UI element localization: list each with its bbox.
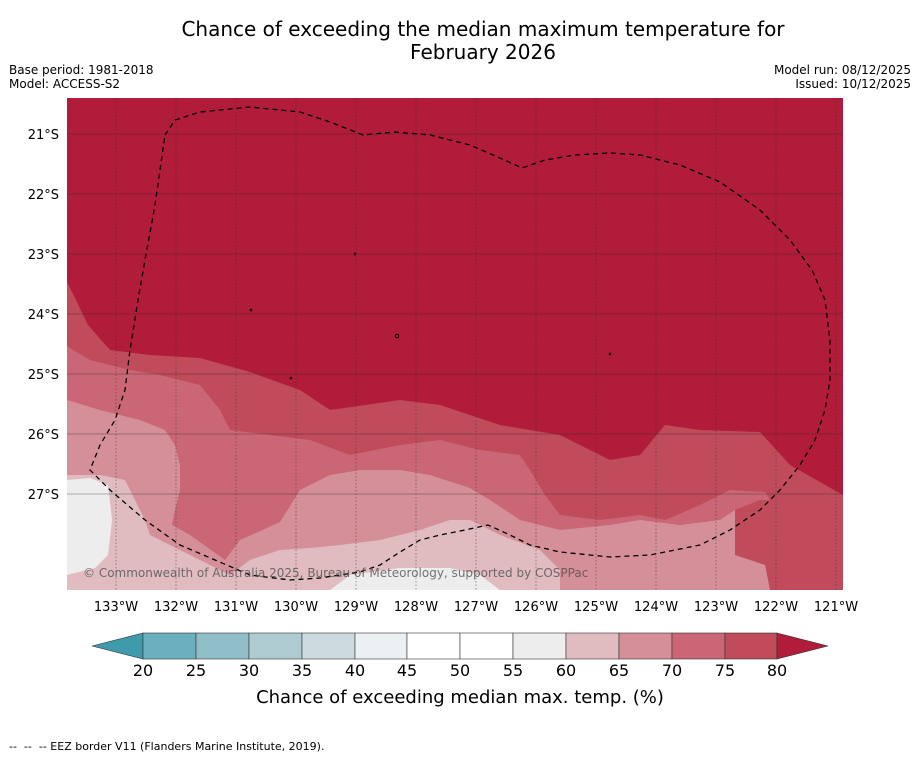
colorbar-25-30	[195, 632, 250, 660]
lat-label-24: 24°S	[28, 308, 59, 323]
lat-label-22: 22°S	[28, 188, 59, 203]
cb-tick-25: 25	[186, 661, 206, 680]
footer-note: -- -- -- EEZ border V11 (Flanders Marine…	[9, 740, 325, 753]
colorbar-30-35	[248, 632, 303, 660]
lat-label-26: 26°S	[28, 428, 59, 443]
lon-label-125: 125°W	[574, 600, 618, 615]
band-55-60	[67, 478, 112, 575]
lat-label-27: 27°S	[28, 488, 59, 503]
lon-label-128: 128°W	[394, 600, 438, 615]
colorbar-55-60	[512, 632, 567, 660]
base-period: Base period: 1981-2018	[9, 63, 154, 77]
colorbar-65-70	[618, 632, 673, 660]
copyright-text: © Commonwealth of Australia 2025, Bureau…	[83, 566, 588, 580]
cb-tick-30: 30	[239, 661, 259, 680]
colorbar	[91, 632, 829, 660]
colorbar-70-75	[671, 632, 726, 660]
cb-tick-75: 75	[715, 661, 735, 680]
colorbar-35-40	[301, 632, 356, 660]
cb-tick-55: 55	[503, 661, 523, 680]
lon-label-121: 121°W	[814, 600, 858, 615]
lon-label-123: 123°W	[694, 600, 738, 615]
lon-label-124: 124°W	[634, 600, 678, 615]
title-line-2: February 2026	[410, 40, 556, 64]
colorbar-45-50	[406, 632, 461, 660]
colorbar-20-25	[142, 632, 197, 660]
cb-tick-70: 70	[662, 661, 682, 680]
lon-label-131: 131°W	[214, 600, 258, 615]
lat-label-23: 23°S	[28, 248, 59, 263]
band-60-65	[67, 475, 560, 590]
colorbar-50-55	[459, 632, 514, 660]
cb-tick-35: 35	[292, 661, 312, 680]
colorbar-60-65	[565, 632, 620, 660]
model-run-date: Model run: 08/12/2025	[773, 63, 911, 77]
map-title: Chance of exceeding the median maximum t…	[0, 18, 919, 64]
cb-tick-40: 40	[345, 661, 365, 680]
lon-label-129: 129°W	[334, 600, 378, 615]
model-name: Model: ACCESS-S2	[9, 77, 121, 91]
lon-label-133: 133°W	[94, 600, 138, 615]
longitude-labels: 133°W 132°W 131°W 130°W 129°W 128°W 127°…	[94, 600, 858, 615]
band-65-70-inner	[340, 478, 470, 535]
lat-label-25: 25°S	[28, 368, 59, 383]
island-marks	[249, 252, 612, 380]
probability-map	[67, 98, 843, 590]
lon-label-122: 122°W	[754, 600, 798, 615]
cb-tick-80: 80	[767, 661, 787, 680]
lon-label-132: 132°W	[154, 600, 198, 615]
cb-tick-20: 20	[133, 661, 153, 680]
cb-tick-50: 50	[450, 661, 470, 680]
lon-label-130: 130°W	[274, 600, 318, 615]
colorbar-extend-high	[776, 632, 829, 660]
lon-label-127: 127°W	[454, 600, 498, 615]
colorbar-label: Chance of exceeding median max. temp. (%…	[256, 687, 664, 708]
cb-tick-65: 65	[609, 661, 629, 680]
colorbar-ticks: 20 25 30 35 40 45 50 55 60 65 70 75 80	[133, 661, 787, 680]
meta-left: Base period: 1981-2018 Model: ACCESS-S2	[9, 63, 154, 91]
colorbar-extend-low	[91, 632, 144, 660]
graticule	[115, 98, 837, 590]
eez-boundary	[89, 106, 831, 581]
colorbar-75-80	[724, 632, 778, 660]
lon-label-126: 126°W	[514, 600, 558, 615]
title-line-1: Chance of exceeding the median maximum t…	[181, 17, 785, 41]
graticule-lat	[67, 133, 843, 495]
colorbar-40-45	[354, 632, 408, 660]
cb-tick-45: 45	[397, 661, 417, 680]
latitude-labels: 21°S 22°S 23°S 24°S 25°S 26°S 27°S	[28, 128, 59, 503]
lat-label-21: 21°S	[28, 128, 59, 143]
cb-tick-60: 60	[556, 661, 576, 680]
band-55-60-bottom	[330, 568, 500, 590]
issued-date: Issued: 10/12/2025	[795, 77, 911, 91]
band-75-80-pocket	[735, 500, 843, 590]
meta-right: Model run: 08/12/2025 Issued: 10/12/2025	[774, 63, 911, 91]
